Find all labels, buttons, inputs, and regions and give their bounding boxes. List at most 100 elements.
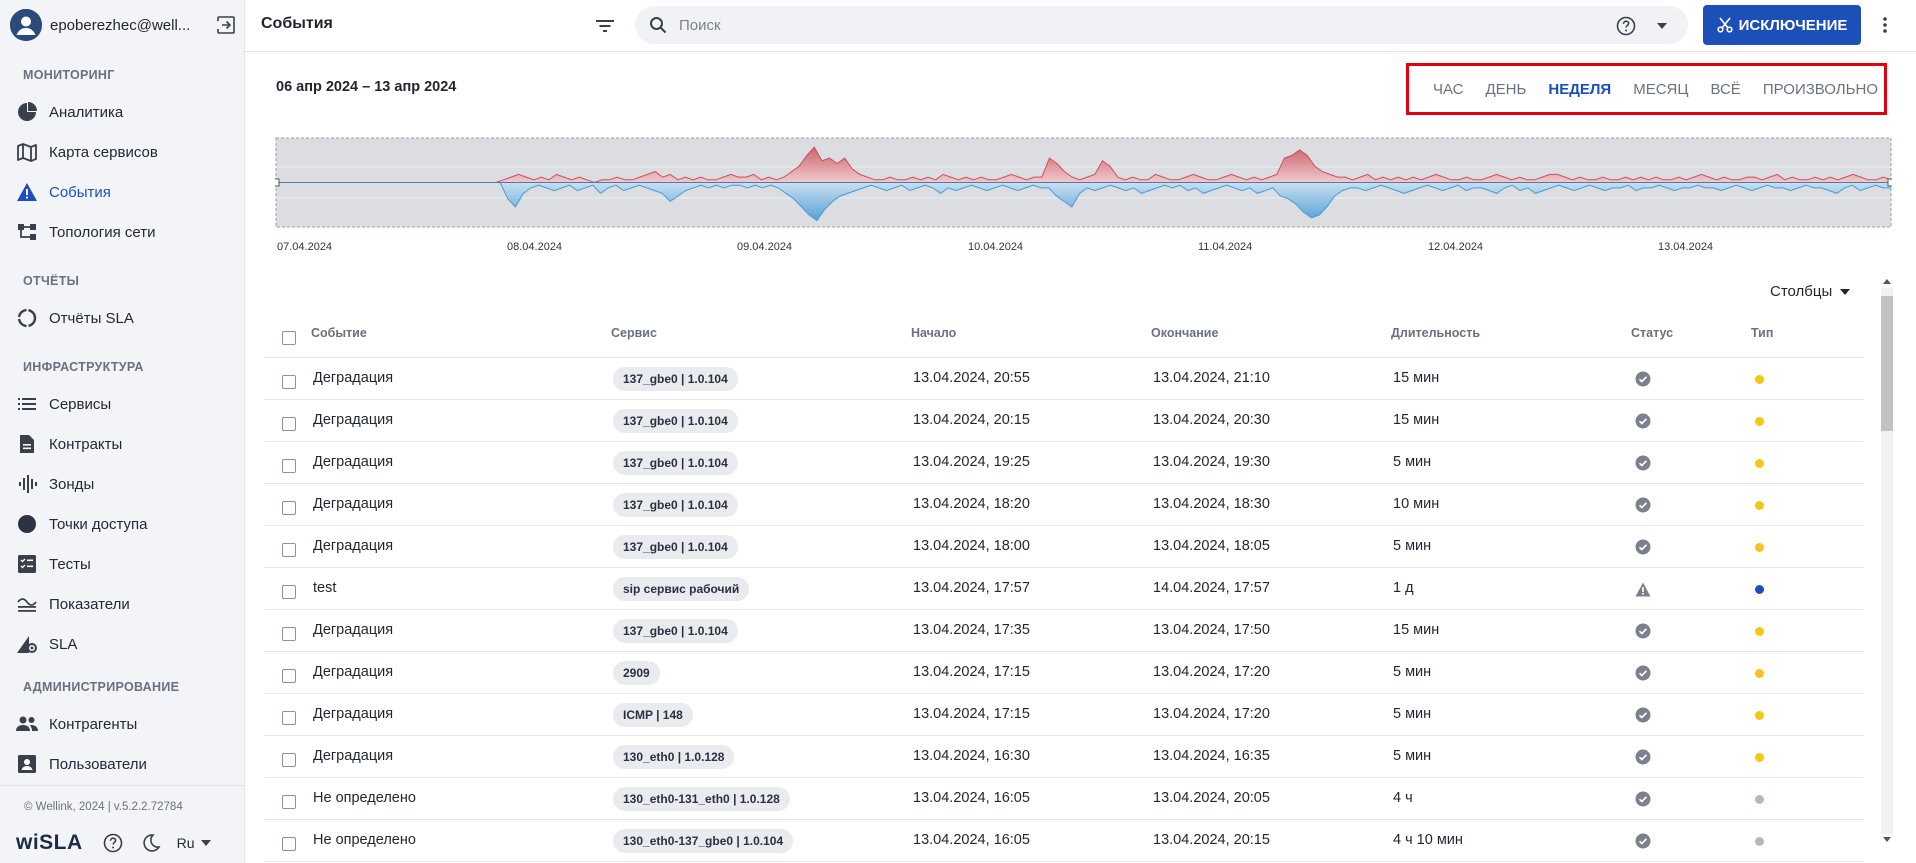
row-checkbox[interactable] — [282, 795, 296, 809]
start-time: 13.04.2024, 17:57 — [913, 580, 1030, 596]
sidebar-item-users[interactable]: Пользователи — [0, 745, 244, 783]
sidebar-item-sla[interactable]: SLA — [0, 625, 244, 663]
period-all-button[interactable]: ВСЁ — [1710, 80, 1741, 98]
row-checkbox[interactable] — [282, 585, 296, 599]
scroll-thumb[interactable] — [1881, 296, 1893, 431]
sidebar-item-sla-reports[interactable]: Отчёты SLA — [0, 299, 244, 337]
service-chip[interactable]: 130_eth0-131_eth0 | 1.0.128 — [613, 787, 790, 811]
period-day-button[interactable]: ДЕНЬ — [1485, 80, 1527, 98]
table-row[interactable]: Деградация 130_eth0 | 1.0.128 13.04.2024, … — [264, 736, 1864, 778]
duration: 4 ч 10 мин — [1393, 832, 1463, 848]
service-chip[interactable]: 2909 — [613, 661, 660, 685]
table-row[interactable]: Деградация 137_gbe0 | 1.0.104 13.04.2024, … — [264, 442, 1864, 484]
period-selector: ЧАС ДЕНЬ НЕДЕЛЯ МЕСЯЦ ВСЁ ПРОИЗВОЛЬНО — [1406, 63, 1887, 115]
service-chip[interactable]: 130_eth0-137_gbe0 | 1.0.104 — [613, 829, 794, 853]
table-row[interactable]: Деградация 137_gbe0 | 1.0.104 13.04.2024, … — [264, 610, 1864, 652]
filter-icon[interactable] — [592, 13, 618, 39]
column-header-type[interactable]: Тип — [1751, 326, 1774, 340]
brush-handle-right — [1887, 178, 1896, 187]
service-chip[interactable]: 137_gbe0 | 1.0.104 — [613, 451, 738, 475]
row-checkbox[interactable] — [282, 627, 296, 641]
sidebar-item-label: Топология сети — [49, 223, 156, 241]
row-checkbox[interactable] — [282, 837, 296, 851]
sidebar-item-analytics[interactable]: Аналитика — [0, 93, 244, 131]
sidebar-item-services[interactable]: Сервисы — [0, 385, 244, 423]
user-profile[interactable]: epoberezhec@well... — [10, 9, 238, 41]
service-chip[interactable]: 137_gbe0 | 1.0.104 — [613, 535, 738, 559]
sidebar-item-tests[interactable]: Тесты — [0, 545, 244, 583]
start-time: 13.04.2024, 18:20 — [913, 496, 1030, 512]
service-chip[interactable]: 137_gbe0 | 1.0.104 — [613, 409, 738, 433]
chevron-down-icon — [1840, 288, 1851, 295]
period-hour-button[interactable]: ЧАС — [1433, 80, 1464, 98]
chevron-down-icon[interactable] — [1650, 14, 1674, 38]
sidebar-item-events[interactable]: События — [0, 173, 244, 211]
period-custom-button[interactable]: ПРОИЗВОЛЬНО — [1762, 80, 1878, 98]
event-name: Деградация — [313, 538, 394, 554]
row-checkbox[interactable] — [282, 501, 296, 515]
service-chip[interactable]: 137_gbe0 | 1.0.104 — [613, 619, 738, 643]
duration: 5 мин — [1393, 538, 1432, 554]
sidebar-item-probes[interactable]: Зонды — [0, 465, 244, 503]
end-time: 13.04.2024, 21:10 — [1153, 370, 1270, 386]
event-name: Не определено — [313, 832, 416, 848]
table-row[interactable]: Деградация 137_gbe0 | 1.0.104 13.04.2024, … — [264, 358, 1864, 400]
row-checkbox[interactable] — [282, 375, 296, 389]
help-icon[interactable] — [101, 831, 125, 855]
table-row[interactable]: Деградация 137_gbe0 | 1.0.104 13.04.2024, … — [264, 484, 1864, 526]
event-name: Деградация — [313, 664, 394, 680]
table-row[interactable]: Деградация 137_gbe0 | 1.0.104 13.04.2024, … — [264, 526, 1864, 568]
scroll-up-icon[interactable] — [1882, 276, 1892, 286]
row-checkbox[interactable] — [282, 543, 296, 557]
column-header-status[interactable]: Статус — [1631, 326, 1674, 340]
search-input[interactable] — [679, 16, 1579, 34]
search-bar[interactable] — [635, 6, 1688, 44]
row-checkbox[interactable] — [282, 711, 296, 725]
more-vert-icon[interactable] — [1873, 13, 1897, 37]
dark-mode-icon[interactable] — [139, 831, 163, 855]
search-help-icon[interactable] — [1614, 14, 1638, 38]
table-row[interactable]: Деградация 2909 13.04.2024, 17:15 13.04.202… — [264, 652, 1864, 694]
logout-icon[interactable] — [214, 13, 238, 37]
row-checkbox[interactable] — [282, 669, 296, 683]
column-header-end[interactable]: Окончание — [1151, 326, 1219, 340]
column-header-event[interactable]: Событие — [311, 326, 367, 340]
columns-button[interactable]: Столбцы — [1770, 283, 1851, 300]
period-week-button[interactable]: НЕДЕЛЯ — [1548, 80, 1612, 98]
sidebar-item-metrics[interactable]: Показатели — [0, 585, 244, 623]
event-name: Не определено — [313, 790, 416, 806]
check-circle-icon — [1634, 832, 1652, 850]
column-header-service[interactable]: Сервис — [611, 326, 657, 340]
column-header-duration[interactable]: Длительность — [1391, 326, 1481, 340]
table-row[interactable]: test sip сервис рабочий 13.04.2024, 17:57 1… — [264, 568, 1864, 610]
check-circle-icon — [1634, 622, 1652, 640]
chart-series-line — [276, 146, 1892, 184]
events-timeline-chart[interactable] — [271, 137, 1896, 228]
service-chip[interactable]: ICMP | 148 — [613, 703, 693, 727]
scroll-down-icon[interactable] — [1882, 834, 1892, 844]
service-chip[interactable]: 130_eth0 | 1.0.128 — [613, 745, 735, 769]
table-scrollbar[interactable] — [1878, 276, 1894, 846]
period-month-button[interactable]: МЕСЯЦ — [1633, 80, 1689, 98]
exclusion-button[interactable]: ИСКЛЮЧЕНИЕ — [1703, 5, 1861, 45]
language-select[interactable]: Ru — [177, 835, 211, 851]
table-row[interactable]: Не определено 130_eth0-137_gbe0 | 1.0.104… — [264, 820, 1864, 862]
service-chip[interactable]: sip сервис рабочий — [613, 577, 750, 601]
sidebar-item-topology[interactable]: Топология сети — [0, 213, 244, 251]
service-chip[interactable]: 137_gbe0 | 1.0.104 — [613, 493, 738, 517]
row-checkbox[interactable] — [282, 417, 296, 431]
table-row[interactable]: Деградация 137_gbe0 | 1.0.104 13.04.2024, … — [264, 400, 1864, 442]
service-chip[interactable]: 137_gbe0 | 1.0.104 — [613, 367, 738, 391]
avatar[interactable] — [10, 9, 42, 41]
sidebar-item-access-points[interactable]: Точки доступа — [0, 505, 244, 543]
column-header-start[interactable]: Начало — [911, 326, 957, 340]
sidebar-item-service-map[interactable]: Карта сервисов — [0, 133, 244, 171]
sidebar-item-counterparties[interactable]: Контрагенты — [0, 705, 244, 743]
select-all-checkbox[interactable] — [282, 331, 296, 345]
check-circle-icon — [1634, 412, 1652, 430]
table-row[interactable]: Не определено 130_eth0-131_eth0 | 1.0.128… — [264, 778, 1864, 820]
row-checkbox[interactable] — [282, 459, 296, 473]
row-checkbox[interactable] — [282, 753, 296, 767]
table-row[interactable]: Деградация ICMP | 148 13.04.2024, 17:15 13.… — [264, 694, 1864, 736]
sidebar-item-contracts[interactable]: Контракты — [0, 425, 244, 463]
